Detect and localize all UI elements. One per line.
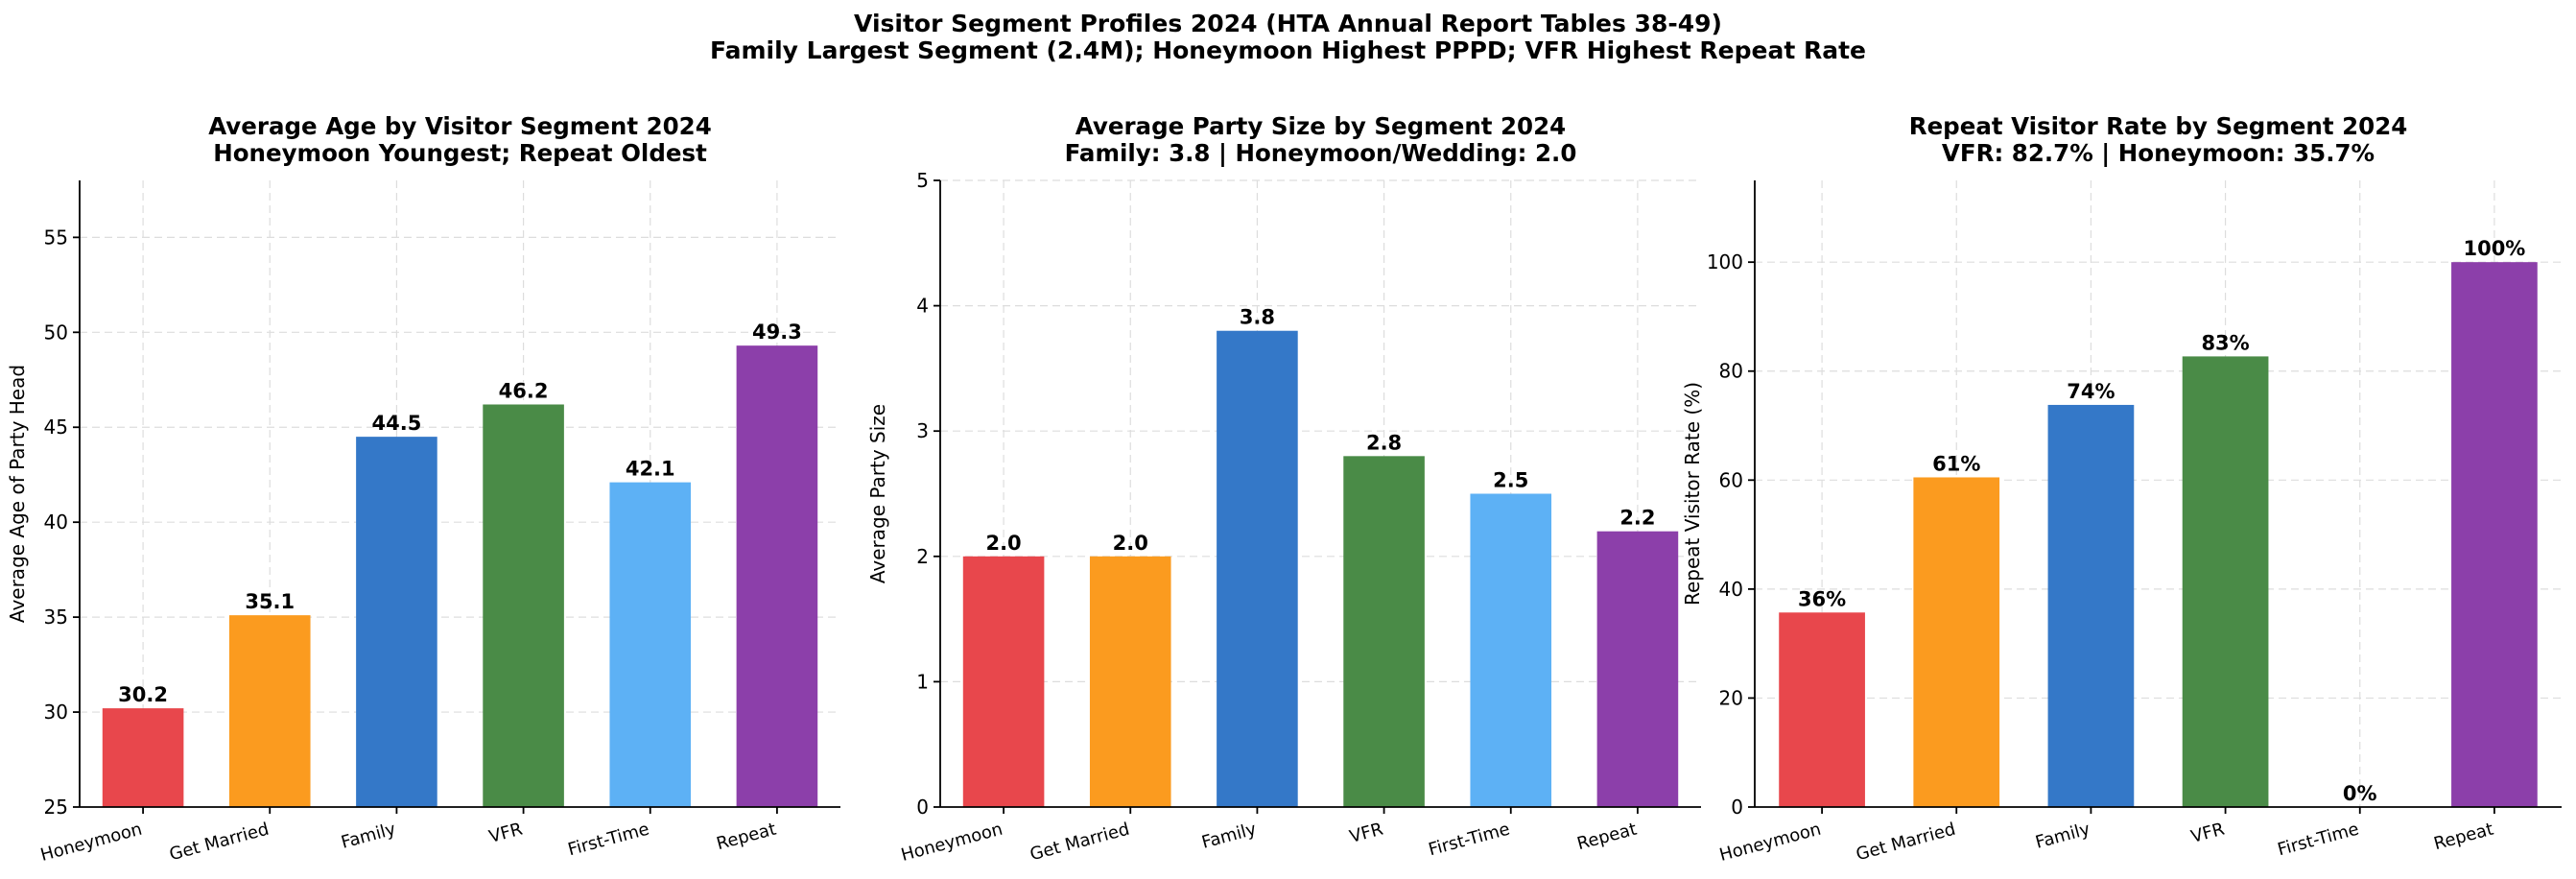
figure-title-line1: Visitor Segment Profiles 2024 (HTA Annua… <box>854 10 1722 37</box>
y-tick-label: 20 <box>1719 686 1743 709</box>
y-tick-label: 80 <box>1719 360 1743 383</box>
y-tick-label: 3 <box>916 419 929 442</box>
x-tick-label: Get Married <box>1854 820 1957 866</box>
x-tick-label: VFR <box>1347 820 1384 847</box>
x-tick-label: VFR <box>486 820 524 847</box>
bar-value-label: 61% <box>1932 452 1980 475</box>
y-tick-label: 60 <box>1719 468 1743 491</box>
y-axis-label: Repeat Visitor Rate (%) <box>1681 382 1704 606</box>
bar-value-label: 36% <box>1798 587 1846 610</box>
x-tick-label: VFR <box>2188 820 2226 847</box>
x-tick-label: Get Married <box>167 820 271 866</box>
x-tick-label: First-Time <box>2276 820 2361 861</box>
bar-value-label: 49.3 <box>752 321 802 344</box>
bar-get-married <box>1913 477 2000 807</box>
figure-title-line2: Family Largest Segment (2.4M); Honeymoon… <box>709 36 1867 64</box>
x-tick-label: Family <box>1199 819 1259 852</box>
bar-value-label: 100% <box>2463 237 2525 260</box>
bar-family <box>1217 330 1298 807</box>
bar-get-married <box>1089 556 1171 807</box>
panel-title-line1: Repeat Visitor Rate by Segment 2024 <box>1909 112 2408 140</box>
x-tick-label: Family <box>339 819 398 852</box>
bar-value-label: 2.0 <box>1113 532 1148 555</box>
y-tick-label: 0 <box>1731 796 1743 819</box>
bar-honeymoon <box>1779 612 1865 807</box>
y-tick-label: 0 <box>916 796 929 819</box>
y-tick-label: 40 <box>1719 578 1743 601</box>
bar-vfr <box>1343 456 1425 807</box>
bar-value-label: 83% <box>2201 331 2249 354</box>
bar-value-label: 3.8 <box>1240 306 1275 329</box>
y-axis-label: Average Party Size <box>866 404 889 583</box>
y-tick-label: 2 <box>916 545 929 568</box>
bar-family <box>356 437 437 807</box>
bar-value-label: 2.0 <box>985 532 1021 555</box>
bar-value-label: 30.2 <box>118 683 168 706</box>
bar-value-label: 2.5 <box>1493 469 1528 492</box>
y-tick-label: 30 <box>44 701 68 724</box>
x-tick-label: First-Time <box>1427 820 1512 861</box>
y-tick-label: 1 <box>916 670 929 693</box>
x-tick-label: Get Married <box>1028 820 1131 866</box>
panel-title-line2: Honeymoon Youngest; Repeat Oldest <box>213 139 707 167</box>
bar-honeymoon <box>962 556 1045 807</box>
x-tick-label: First-Time <box>566 820 651 861</box>
x-tick-label: Honeymoon <box>899 820 1004 866</box>
panel-title-line1: Average Age by Visitor Segment 2024 <box>208 112 712 140</box>
bar-repeat <box>2451 262 2538 807</box>
bar-first-time <box>1470 493 1552 807</box>
x-tick-label: Repeat <box>2432 820 2496 855</box>
y-tick-label: 25 <box>44 796 68 819</box>
x-tick-label: Repeat <box>715 820 779 855</box>
bar-get-married <box>228 615 311 807</box>
panel-title-line2: Family: 3.8 | Honeymoon/Wedding: 2.0 <box>1065 139 1577 167</box>
bar-value-label: 0% <box>2343 782 2377 805</box>
bar-value-label: 46.2 <box>499 379 549 402</box>
bar-vfr <box>483 404 564 807</box>
bar-value-label: 2.2 <box>1619 507 1655 530</box>
bar-value-label: 44.5 <box>372 412 422 435</box>
y-tick-label: 4 <box>916 295 929 318</box>
x-tick-label: Honeymoon <box>38 820 144 866</box>
y-tick-label: 100 <box>1707 250 1743 273</box>
bar-value-label: 42.1 <box>626 458 675 481</box>
bar-vfr <box>2182 356 2269 807</box>
y-tick-label: 50 <box>44 321 68 344</box>
bar-value-label: 74% <box>2067 380 2115 403</box>
panel-title-line2: VFR: 82.7% | Honeymoon: 35.7% <box>1942 139 2375 167</box>
bar-first-time <box>609 482 692 807</box>
y-axis-label: Average Age of Party Head <box>6 365 29 623</box>
bar-repeat <box>1596 531 1679 807</box>
y-tick-label: 55 <box>44 226 68 249</box>
x-tick-label: Family <box>2033 819 2092 852</box>
panel-title-line1: Average Party Size by Segment 2024 <box>1075 112 1566 140</box>
y-tick-label: 5 <box>916 169 929 192</box>
bar-value-label: 2.8 <box>1366 431 1402 454</box>
x-tick-label: Honeymoon <box>1717 820 1823 866</box>
bar-honeymoon <box>102 708 184 807</box>
y-tick-label: 35 <box>44 606 68 629</box>
y-tick-label: 45 <box>44 416 68 439</box>
bar-family <box>2047 404 2135 807</box>
y-tick-label: 40 <box>44 511 68 534</box>
bar-value-label: 35.1 <box>245 590 295 613</box>
bar-repeat <box>736 345 818 807</box>
x-tick-label: Repeat <box>1575 820 1640 855</box>
